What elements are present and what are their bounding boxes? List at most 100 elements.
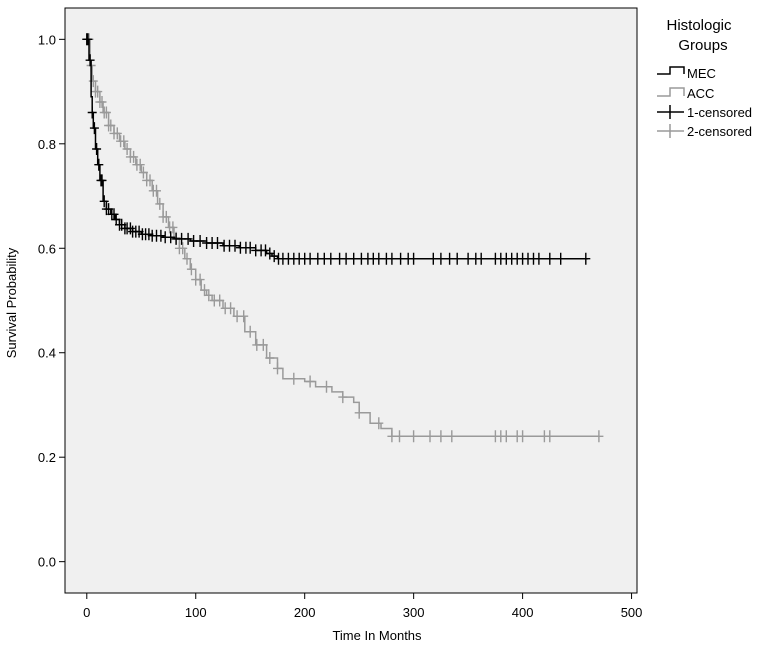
censor-mark-mec (452, 252, 462, 265)
censor-mark-acc (122, 143, 132, 155)
censor-mark-mec (265, 247, 275, 260)
censor-mark-mec (409, 252, 419, 265)
legend-swatch-2-censored (657, 124, 684, 138)
censor-mark-acc (265, 352, 275, 364)
censor-mark-acc (101, 106, 111, 119)
censor-mark-acc (322, 380, 331, 393)
censor-mark-mec (387, 252, 397, 265)
censor-mark-acc (258, 338, 268, 351)
censor-mark-mec (349, 252, 359, 265)
censor-mark-acc (112, 127, 122, 140)
censor-mark-acc (182, 252, 192, 265)
censor-mark-mec (97, 174, 107, 187)
censor-mark-mec (213, 237, 222, 249)
censor-mark-mec (166, 231, 176, 244)
censor-mark-acc (338, 391, 348, 404)
censor-mark-mec (534, 252, 544, 265)
x-tick-label: 400 (512, 605, 534, 620)
censor-mark-mec (156, 229, 166, 242)
censor-mark-mec (476, 252, 486, 265)
plot-background (64, 7, 638, 594)
censor-mark-mec (94, 158, 104, 171)
censor-mark-mec (92, 143, 102, 155)
y-axis: 0.0 0.2 0.4 0.6 0.8 1.0 (38, 32, 65, 570)
censor-mark-acc (387, 430, 397, 443)
x-tick-label: 300 (403, 605, 425, 620)
censor-mark-mec (396, 252, 406, 265)
censor-mark-acc (226, 302, 236, 315)
censor-mark-acc (545, 430, 555, 443)
censor-mark-acc (178, 242, 188, 255)
y-tick-label: 0.8 (38, 137, 56, 152)
censor-mark-acc (93, 85, 103, 98)
censor-mark-acc (119, 135, 129, 148)
censor-mark-mec (374, 252, 384, 265)
y-axis-title: Survival Probability (4, 247, 19, 358)
censor-mark-mec (109, 208, 119, 221)
y-tick-label: 1.0 (38, 32, 56, 47)
x-axis-title: Time In Months (332, 628, 422, 643)
censor-mark-mec (195, 235, 205, 247)
legend-item-1-censored: 1-censored (657, 105, 752, 120)
censor-mark-acc (425, 430, 435, 443)
censor-mark-mec (445, 252, 455, 265)
legend-swatch-mec (657, 66, 685, 75)
censor-mark-acc (106, 119, 116, 132)
censor-mark-acc (354, 406, 364, 419)
x-tick-label: 200 (294, 605, 316, 620)
y-tick-label: 0.0 (38, 555, 56, 570)
censor-mark-mec (230, 239, 240, 252)
censor-mark-acc (186, 263, 196, 276)
censor-mark-acc (395, 430, 404, 443)
x-tick-label: 500 (621, 605, 643, 620)
censor-mark-acc (518, 430, 528, 443)
censor-mark-acc (409, 430, 419, 443)
y-tick-label: 0.6 (38, 241, 56, 256)
censor-mark-acc (245, 325, 255, 338)
censor-mark-mec (99, 195, 109, 208)
censor-mark-acc (155, 197, 165, 210)
censor-mark-acc (305, 375, 315, 388)
censor-mark-mec (125, 222, 135, 235)
censor-mark-acc (161, 210, 171, 223)
censor-mark-mec (341, 252, 351, 265)
censor-mark-acc (273, 362, 282, 375)
censor-mark-acc (88, 75, 98, 88)
y-tick-label: 0.2 (38, 450, 56, 465)
y-tick-label: 0.4 (38, 346, 56, 361)
censor-mark-mec (83, 33, 93, 46)
censor-mark-acc (289, 372, 299, 385)
censor-mark-acc (138, 166, 148, 179)
censor-mark-mec (436, 252, 446, 265)
legend-item-acc: ACC (657, 86, 714, 101)
censor-mark-mec (326, 252, 336, 265)
legend: Histologic Groups MEC ACC 1-censored 2-c… (657, 17, 752, 139)
legend-swatch-1-censored (657, 105, 684, 119)
legend-title-line-1: Histologic (666, 17, 732, 34)
censor-mark-mec (428, 252, 438, 265)
censor-mark-mec (269, 250, 279, 263)
censor-mark-acc (97, 96, 107, 108)
censor-mark-acc (152, 184, 161, 197)
legend-label-1-censored: 1-censored (687, 105, 752, 120)
legend-label-acc: ACC (687, 86, 714, 101)
censor-mark-mec (245, 241, 255, 254)
censor-mark-acc (204, 289, 214, 302)
censor-mark-mec (581, 252, 591, 265)
censor-mark-acc (200, 284, 209, 297)
censor-mark-mec (545, 252, 555, 265)
censor-mark-acc (195, 273, 205, 286)
legend-swatch-acc (657, 87, 685, 97)
censor-mark-mec (261, 244, 270, 257)
censor-mark-mec (463, 252, 473, 265)
censor-mark-acc (594, 430, 604, 443)
censor-mark-acc (501, 430, 511, 443)
censor-mark-acc (239, 310, 249, 323)
censor-mark-mec (87, 106, 97, 119)
censor-mark-acc (215, 294, 225, 307)
x-tick-label: 100 (185, 605, 207, 620)
legend-title-line-2: Groups (678, 37, 727, 54)
legend-label-2-censored: 2-censored (687, 124, 752, 139)
x-axis: 0 100 200 300 400 500 (83, 593, 642, 620)
